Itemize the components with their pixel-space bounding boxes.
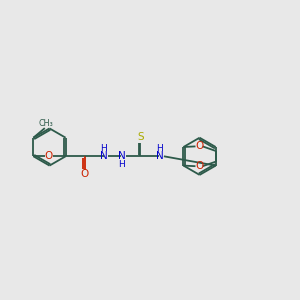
Text: N: N [118,151,125,161]
Text: O: O [81,169,89,179]
Text: O: O [195,161,203,171]
Text: N: N [156,151,164,161]
Text: O: O [45,151,53,161]
Text: S: S [137,132,144,142]
Text: CH₃: CH₃ [38,118,53,127]
Text: O: O [195,141,203,152]
Text: N: N [100,151,108,161]
Text: H: H [118,160,125,169]
Text: H: H [100,144,107,153]
Text: H: H [156,144,163,153]
